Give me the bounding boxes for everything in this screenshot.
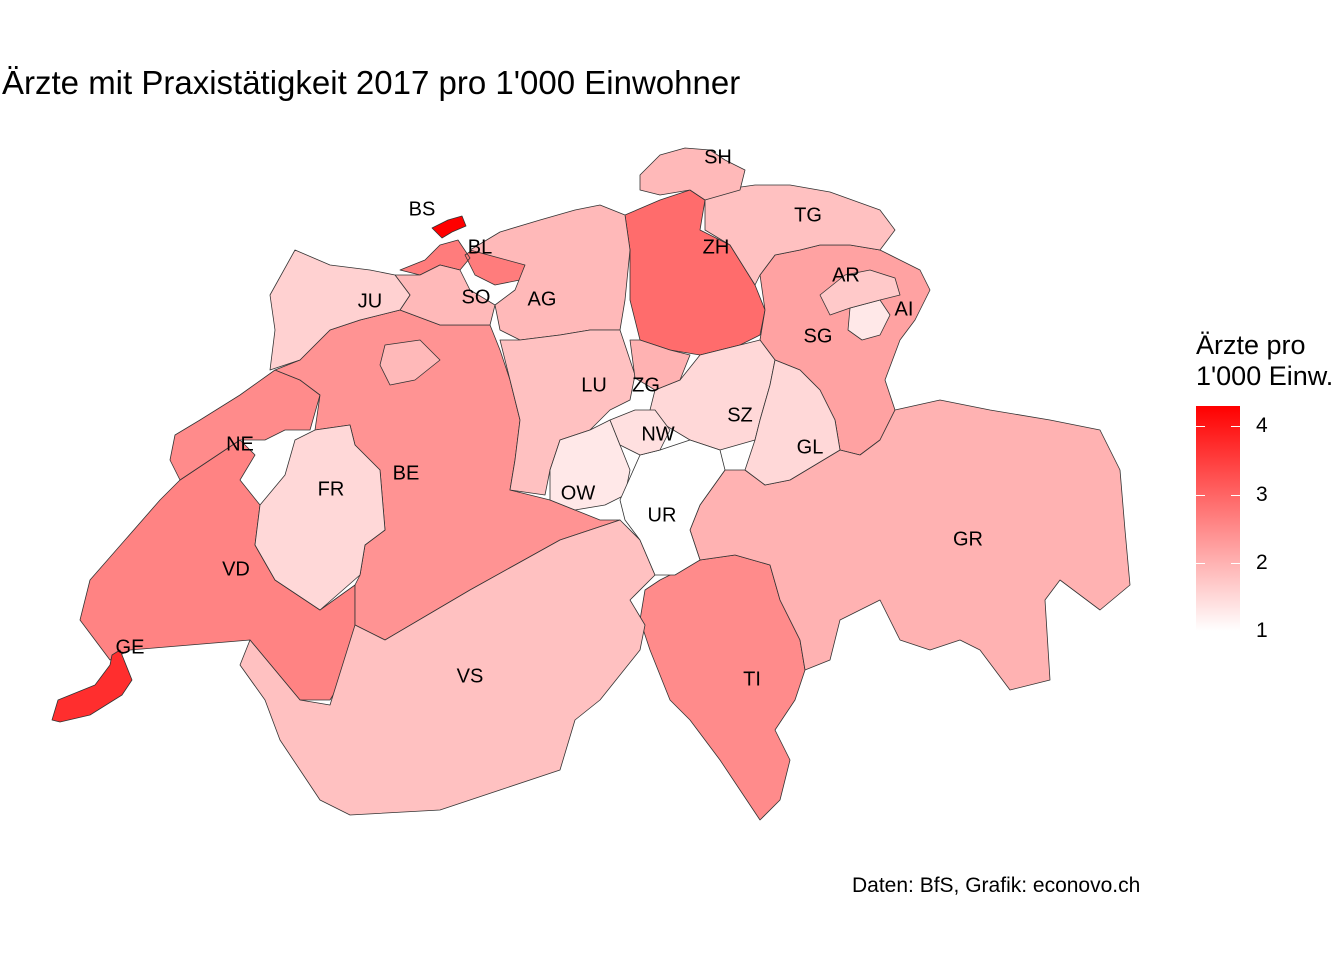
canton-label-sh: SH	[704, 146, 732, 168]
canton-lu	[499, 329, 636, 496]
legend-title: Ärzte pro 1'000 Einw.	[1196, 330, 1333, 392]
canton-ge	[51, 649, 133, 723]
canton-label-ag: AG	[528, 288, 557, 310]
canton-label-ti: TI	[743, 668, 761, 690]
legend-tick-mark	[1231, 494, 1240, 496]
source-caption: Daten: BfS, Grafik: econovo.ch	[852, 874, 1141, 897]
canton-label-ow: OW	[561, 482, 596, 504]
canton-label-zg: ZG	[632, 374, 660, 396]
canton-label-sg: SG	[804, 325, 833, 347]
legend-tick-label: 4	[1256, 414, 1268, 438]
canton-label-bs: BS	[409, 198, 436, 220]
canton-label-zh: ZH	[703, 236, 730, 258]
canton-ar	[819, 269, 901, 316]
legend-tick-mark	[1231, 562, 1240, 564]
canton-vs	[239, 519, 656, 816]
canton-label-ne: NE	[226, 433, 254, 455]
canton-label-sz: SZ	[727, 404, 753, 426]
canton-sh	[639, 147, 746, 201]
canton-labels: BS GE ZH BL VD NE TI BE SG GR SO VS AG LU TG SH AR JU FR SZ…	[116, 146, 983, 690]
canton-label-tg: TG	[794, 204, 822, 226]
canton-label-ar: AR	[832, 264, 860, 286]
legend-tick-label: 3	[1256, 482, 1268, 506]
canton-label-bl: BL	[468, 236, 492, 258]
canton-tg	[704, 184, 896, 286]
canton-label-lu: LU	[581, 374, 607, 396]
legend-tick-mark	[1196, 562, 1205, 564]
legend-tick-mark	[1196, 494, 1205, 496]
canton-zg	[629, 339, 691, 391]
canton-ju	[269, 249, 411, 371]
canton-label-vd: VD	[222, 558, 250, 580]
canton-label-so: SO	[462, 286, 491, 308]
canton-label-ge: GE	[116, 636, 145, 658]
legend-title-line2: 1'000 Einw.	[1196, 361, 1334, 391]
canton-label-vs: VS	[457, 665, 484, 687]
legend-tick-mark	[1231, 631, 1240, 632]
canton-label-ju: JU	[358, 290, 382, 312]
canton-ne	[169, 369, 321, 481]
chart-title: Ärzte mit Praxistätigkeit 2017 pro 1'000…	[2, 64, 741, 101]
canton-nw	[609, 409, 671, 456]
legend-color-bar	[1196, 406, 1240, 631]
canton-ur	[619, 439, 726, 576]
canton-label-nw: NW	[641, 423, 674, 445]
canton-label-gr: GR	[953, 528, 983, 550]
legend-tick-mark	[1231, 426, 1240, 428]
legend-tick-mark	[1196, 631, 1205, 632]
legend-tick-label: 2	[1256, 550, 1268, 574]
canton-label-be: BE	[393, 462, 420, 484]
canton-fr	[254, 424, 386, 611]
legend-tick-label: 1	[1256, 619, 1268, 642]
canton-label-fr: FR	[318, 478, 345, 500]
canton-label-ur: UR	[648, 504, 677, 526]
legend-tick-mark	[1196, 426, 1205, 428]
canton-label-gl: GL	[797, 436, 824, 458]
canton-bs	[431, 215, 467, 239]
canton-label-ai: AI	[895, 298, 914, 320]
canton-gl	[744, 359, 841, 486]
legend-title-line1: Ärzte pro	[1196, 330, 1306, 360]
canton-shapes	[51, 147, 1131, 821]
